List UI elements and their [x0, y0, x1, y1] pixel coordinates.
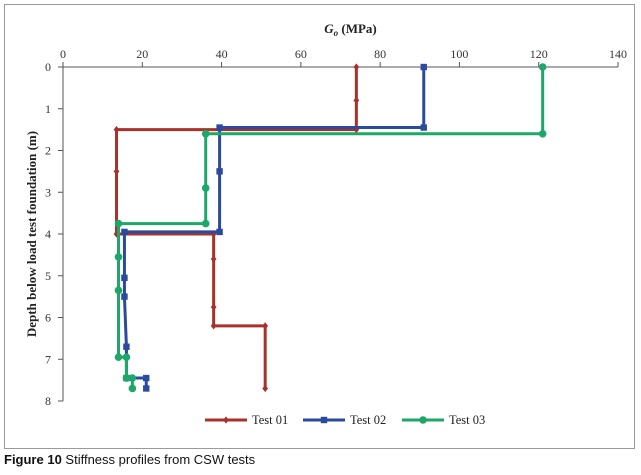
data-point: [538, 63, 547, 71]
legend-label: Test 01: [252, 413, 288, 427]
data-point: [143, 385, 150, 392]
data-point: [216, 124, 223, 131]
data-point: [262, 322, 269, 330]
data-point: [210, 303, 217, 311]
x-tick-label: 0: [60, 47, 66, 61]
chart-frame: [4, 4, 635, 449]
y-axis-title: Depth below load test foundation (m): [24, 131, 39, 337]
y-tick-label: 3: [45, 185, 51, 199]
data-point: [420, 63, 427, 71]
data-point: [121, 274, 128, 282]
data-point: [122, 374, 131, 382]
data-point: [538, 130, 547, 138]
legend-swatch-marker: [320, 416, 328, 424]
legend-item: Test 01: [205, 413, 288, 427]
legend-label: Test 02: [350, 413, 386, 427]
data-point: [201, 219, 210, 228]
data-point: [262, 384, 269, 393]
data-point: [353, 96, 360, 104]
x-tick-label: 40: [216, 47, 228, 61]
y-tick-label: 2: [45, 144, 51, 158]
figure-caption: Figure 10 Stiffness profiles from CSW te…: [4, 452, 255, 467]
series-line: [117, 67, 545, 389]
y-tick-label: 0: [45, 60, 51, 74]
y-tick-label: 5: [45, 269, 51, 283]
legend-swatch-marker: [223, 416, 229, 424]
data-point: [113, 126, 120, 134]
legend-item: Test 03: [402, 413, 485, 427]
legend-label: Test 03: [449, 413, 485, 427]
y-tick-label: 7: [45, 352, 51, 366]
data-point: [201, 184, 210, 192]
data-point: [128, 374, 137, 382]
series-3: [114, 63, 547, 393]
data-point: [123, 343, 130, 350]
data-point: [210, 322, 217, 330]
x-tick-label: 140: [609, 47, 627, 61]
data-point: [128, 384, 137, 393]
caption-text: Stiffness profiles from CSW tests: [61, 452, 256, 467]
data-point: [121, 293, 128, 300]
data-point: [210, 255, 217, 263]
y-tick-label: 1: [45, 102, 51, 116]
x-tick-label: 100: [450, 47, 468, 61]
data-point: [216, 228, 223, 236]
y-tick-label: 6: [45, 311, 51, 325]
data-point: [143, 374, 150, 382]
legend-item: Test 02: [303, 413, 386, 427]
data-point: [114, 219, 123, 228]
data-point: [114, 353, 123, 361]
data-point: [201, 130, 210, 138]
series-1: [113, 63, 360, 393]
data-point: [122, 353, 131, 361]
x-tick-label: 60: [295, 47, 307, 61]
data-point: [114, 253, 123, 261]
data-point: [113, 167, 120, 175]
y-tick-label: 4: [45, 227, 51, 241]
caption-label: Figure 10: [4, 452, 62, 467]
x-tick-label: 80: [374, 47, 386, 61]
data-point: [114, 286, 123, 295]
x-tick-label: 120: [530, 47, 548, 61]
series-line: [115, 67, 358, 389]
legend-swatch-marker: [419, 416, 427, 424]
x-axis-title: Go (MPa): [324, 21, 377, 38]
data-point: [420, 124, 427, 131]
data-point: [353, 63, 360, 71]
series-line: [122, 67, 426, 389]
data-point: [121, 228, 128, 236]
series-2: [121, 63, 427, 392]
y-tick-label: 8: [45, 394, 51, 408]
data-point: [216, 168, 223, 175]
x-tick-label: 20: [136, 47, 148, 61]
